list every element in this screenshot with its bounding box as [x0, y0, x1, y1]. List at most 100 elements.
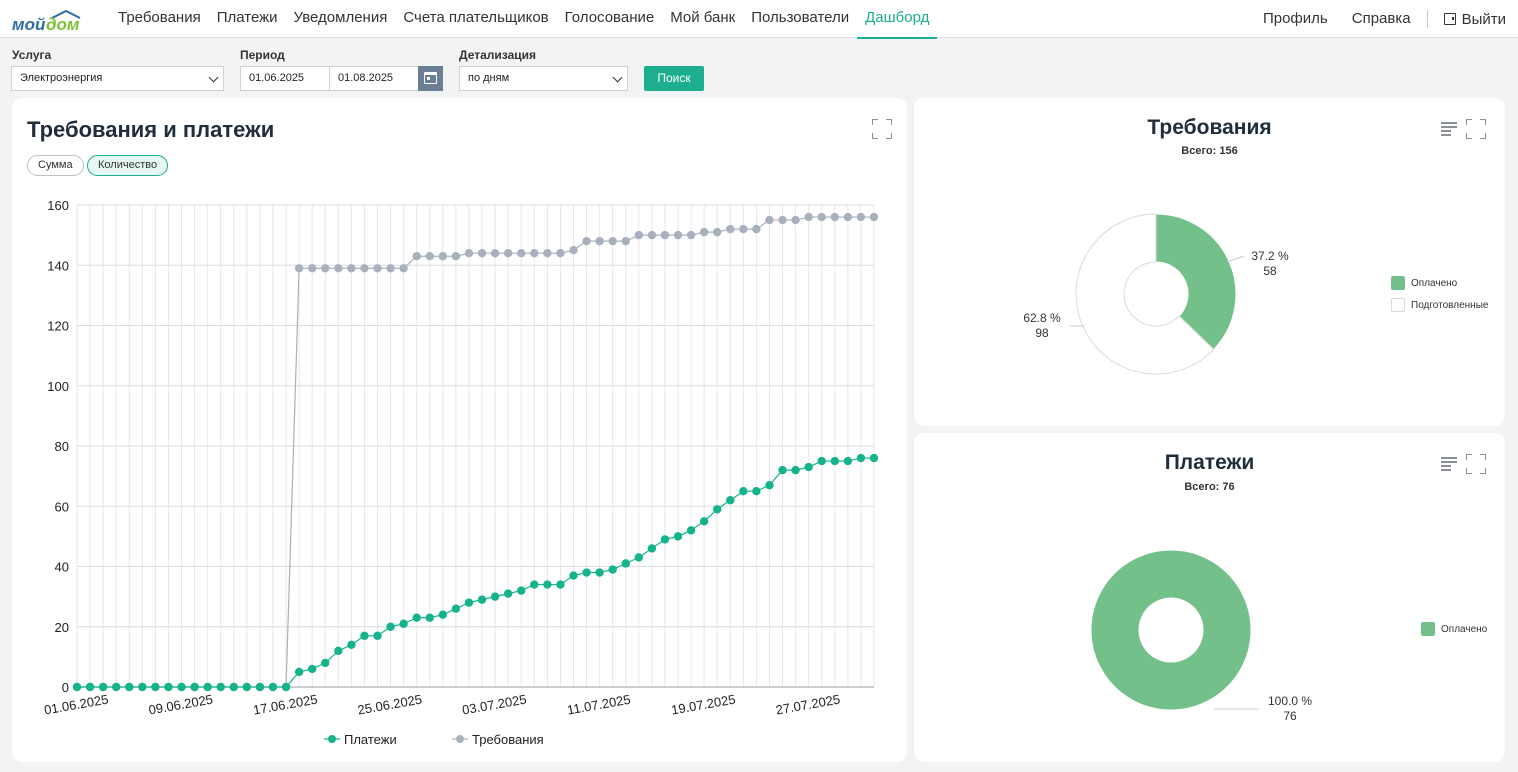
legend-label[interactable]: Платежи	[344, 732, 397, 747]
data-point[interactable]	[869, 453, 879, 463]
data-point[interactable]	[360, 631, 369, 640]
search-button[interactable]: Поиск	[644, 66, 704, 91]
moidom-logo[interactable]: мой дом	[12, 8, 88, 34]
data-point[interactable]	[517, 249, 526, 258]
data-point[interactable]	[686, 526, 696, 535]
data-point[interactable]	[595, 568, 604, 577]
data-point[interactable]	[321, 658, 330, 668]
data-point[interactable]	[412, 613, 421, 622]
data-point[interactable]	[307, 664, 317, 674]
data-point[interactable]	[660, 230, 670, 240]
data-point[interactable]	[360, 264, 369, 273]
data-point[interactable]	[699, 517, 709, 526]
data-point[interactable]	[804, 212, 813, 222]
data-point[interactable]	[856, 453, 866, 463]
data-point[interactable]	[621, 559, 630, 568]
data-point[interactable]	[151, 682, 160, 692]
data-point[interactable]	[582, 568, 591, 577]
data-point[interactable]	[543, 249, 552, 258]
profile-link[interactable]: Профиль	[1262, 10, 1328, 27]
expand-icon[interactable]	[1466, 119, 1486, 139]
data-point[interactable]	[556, 249, 565, 258]
data-point[interactable]	[464, 249, 474, 258]
data-point[interactable]	[177, 682, 186, 692]
data-point[interactable]	[843, 212, 853, 222]
data-point[interactable]	[517, 586, 526, 595]
data-point[interactable]	[425, 252, 434, 261]
nav-item[interactable]: Голосование	[564, 9, 655, 26]
data-point[interactable]	[647, 230, 657, 240]
data-point[interactable]	[503, 589, 513, 598]
data-point[interactable]	[203, 682, 212, 692]
data-point[interactable]	[673, 532, 683, 541]
data-point[interactable]	[438, 252, 448, 261]
data-point[interactable]	[582, 236, 591, 246]
nav-item[interactable]: Пользователи	[751, 9, 850, 26]
data-point[interactable]	[216, 682, 225, 692]
data-point[interactable]	[490, 592, 500, 601]
data-point[interactable]	[752, 486, 761, 496]
data-point[interactable]	[294, 264, 304, 273]
legend-label[interactable]: Требования	[472, 732, 544, 747]
pie-slice[interactable]	[1155, 213, 1237, 351]
pie-slice[interactable]	[1075, 213, 1215, 375]
data-point[interactable]	[686, 230, 696, 240]
data-point[interactable]	[294, 667, 304, 677]
data-point[interactable]	[190, 682, 199, 692]
data-point[interactable]	[477, 595, 487, 604]
date-to-input[interactable]: 01.08.2025	[329, 66, 419, 91]
data-point[interactable]	[347, 640, 356, 650]
data-point[interactable]	[791, 215, 800, 225]
data-point[interactable]	[125, 682, 134, 692]
count-toggle[interactable]: Количество	[87, 155, 169, 176]
data-point[interactable]	[347, 264, 356, 273]
nav-item[interactable]: Мой банк	[670, 9, 736, 26]
nav-item[interactable]: Дашборд	[857, 0, 938, 39]
data-point[interactable]	[255, 682, 265, 692]
nav-item[interactable]: Платежи	[216, 9, 278, 26]
filter-list-icon[interactable]	[1441, 122, 1459, 136]
service-select[interactable]: Электроэнергия	[11, 66, 224, 91]
legend-item-prepared[interactable]: Подготовленные	[1391, 298, 1488, 312]
data-point[interactable]	[739, 224, 748, 234]
data-point[interactable]	[373, 264, 382, 273]
legend-marker[interactable]	[328, 735, 336, 743]
data-point[interactable]	[739, 486, 748, 496]
data-point[interactable]	[608, 565, 617, 574]
data-point[interactable]	[399, 264, 408, 273]
data-point[interactable]	[752, 224, 761, 234]
pie-slice[interactable]	[1090, 549, 1252, 711]
data-point[interactable]	[660, 535, 670, 544]
data-point[interactable]	[647, 544, 657, 553]
data-point[interactable]	[804, 462, 813, 472]
nav-item[interactable]: Уведомления	[293, 9, 388, 26]
logout-button[interactable]: Выйти	[1432, 11, 1514, 28]
data-point[interactable]	[778, 215, 787, 225]
data-point[interactable]	[765, 480, 774, 490]
data-point[interactable]	[438, 610, 448, 619]
data-point[interactable]	[791, 465, 800, 475]
data-point[interactable]	[569, 571, 578, 580]
data-point[interactable]	[268, 682, 278, 692]
data-point[interactable]	[111, 682, 121, 692]
data-point[interactable]	[242, 682, 252, 692]
data-point[interactable]	[386, 264, 395, 273]
data-point[interactable]	[673, 230, 683, 240]
data-point[interactable]	[451, 252, 461, 261]
data-point[interactable]	[321, 264, 330, 273]
data-point[interactable]	[399, 619, 408, 628]
data-point[interactable]	[634, 553, 644, 562]
data-point[interactable]	[608, 236, 617, 246]
data-point[interactable]	[713, 505, 722, 514]
data-point[interactable]	[464, 598, 474, 607]
data-point[interactable]	[726, 224, 735, 234]
data-point[interactable]	[569, 245, 578, 255]
data-point[interactable]	[503, 249, 513, 258]
data-point[interactable]	[334, 646, 343, 656]
data-point[interactable]	[386, 622, 395, 631]
data-point[interactable]	[621, 236, 630, 246]
help-link[interactable]: Справка	[1351, 10, 1411, 27]
data-point[interactable]	[530, 580, 539, 589]
data-point[interactable]	[72, 682, 82, 692]
data-point[interactable]	[164, 682, 173, 692]
